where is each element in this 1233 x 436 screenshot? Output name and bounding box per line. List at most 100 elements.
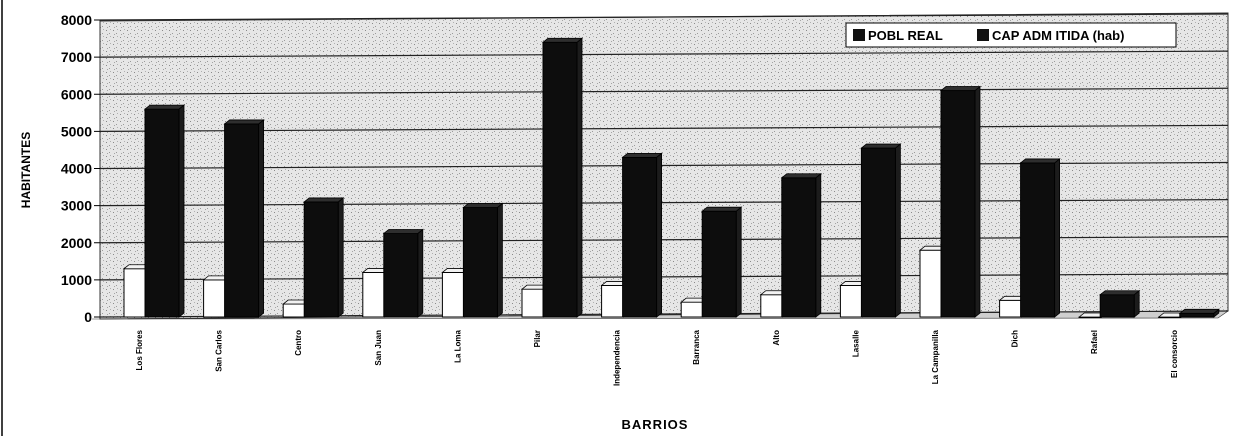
bar-top — [1178, 308, 1220, 314]
bar-side — [735, 206, 742, 318]
bar-side — [576, 37, 583, 318]
bar-front — [203, 279, 227, 318]
bar-top — [780, 173, 822, 179]
bar-front — [521, 288, 545, 318]
bar-front — [224, 123, 260, 318]
bar-front — [940, 90, 976, 318]
legend-box — [845, 22, 1177, 48]
bar-front — [1179, 312, 1215, 318]
bar-cap-admitida — [1019, 158, 1061, 318]
bar-top — [303, 197, 345, 203]
gridline — [99, 13, 1229, 21]
x-category-label: Los Flores — [135, 329, 144, 370]
x-category-label: Independencia — [613, 329, 622, 386]
bar-top — [382, 229, 424, 234]
bar-front — [860, 147, 896, 318]
bar-cap-admitida — [541, 37, 584, 318]
legend-label-pobl-real: POBL REAL — [868, 28, 943, 43]
bar-front — [919, 249, 943, 318]
bar-front — [760, 294, 784, 318]
bar-cap-admitida — [382, 228, 424, 318]
legend-swatch-pobl-real — [853, 29, 865, 41]
gridline — [99, 87, 1229, 95]
bar-side — [178, 104, 185, 318]
bar-front — [1020, 162, 1056, 318]
bar-cap-admitida — [621, 152, 663, 318]
bar-cap-admitida — [143, 104, 186, 318]
y-tick-label: 5000 — [61, 123, 92, 139]
bar-top — [621, 152, 663, 158]
y-tick-label: 4000 — [61, 161, 92, 177]
bar-front — [144, 108, 180, 318]
bar-cap-admitida — [780, 172, 822, 318]
bar-front — [839, 284, 863, 318]
bar-side — [496, 202, 503, 318]
y-tick-label: 2000 — [61, 235, 92, 251]
y-tick-label: 3000 — [61, 198, 92, 214]
bar-top — [462, 203, 504, 208]
bar-front — [781, 177, 817, 318]
bar-top — [860, 143, 902, 149]
x-category-label: Alto — [772, 330, 781, 346]
x-category-label: Rafael — [1090, 330, 1099, 354]
legend-label-cap-admitida: CAP ADM ITIDA (hab) — [992, 28, 1124, 43]
x-category-label: Lasalle — [851, 329, 860, 357]
gridlines — [99, 13, 1229, 318]
x-category-label: Pilar — [533, 330, 542, 347]
legend: POBL REAL CAP ADM ITIDA (hab) — [845, 22, 1177, 48]
bar-side — [656, 152, 662, 318]
x-category-label: La Loma — [453, 329, 462, 362]
bar-front — [303, 201, 339, 318]
bar-cap-admitida — [462, 202, 504, 318]
bars — [122, 37, 1220, 318]
bar-top — [541, 37, 584, 43]
bar-cap-admitida — [860, 143, 902, 318]
gridline — [99, 124, 1229, 132]
bar-cap-admitida — [1099, 289, 1141, 318]
bar-top — [1099, 290, 1141, 296]
bar-front — [680, 301, 704, 318]
bar-front — [123, 268, 147, 318]
bar-side — [1133, 289, 1140, 318]
bar-top — [701, 206, 743, 212]
bar-pobl-real — [1078, 312, 1108, 318]
x-category-label: La Campanilla — [931, 329, 940, 384]
x-axis-category-labels: Los Flores San Carlos Centro San Juan La Lom… — [135, 329, 1179, 386]
bar-front — [1099, 294, 1135, 318]
x-category-label: El consorcio — [1170, 330, 1179, 378]
y-tick-label: 0 — [84, 309, 92, 325]
y-tick-label: 6000 — [61, 86, 92, 102]
bar-top — [939, 86, 982, 91]
bar-front — [383, 232, 419, 318]
bar-front — [701, 210, 737, 318]
bar-side — [815, 172, 822, 318]
bar-side — [337, 197, 344, 318]
bar-front — [362, 271, 386, 318]
bar-side — [974, 85, 981, 318]
bar-top — [1019, 158, 1061, 164]
bar-front — [999, 299, 1023, 318]
gridline — [99, 50, 1229, 58]
y-tick-label: 7000 — [61, 49, 92, 65]
bar-side — [417, 228, 424, 318]
bar-cap-admitida — [1178, 308, 1220, 318]
bar-front — [601, 284, 625, 318]
legend-swatch-cap-admitida — [977, 29, 989, 41]
x-category-label: Barranca — [692, 329, 701, 364]
bar-top — [223, 119, 265, 125]
bar-front — [542, 41, 578, 318]
x-category-label: San Juan — [374, 330, 383, 366]
x-category-label: San Carlos — [215, 329, 224, 371]
x-axis-label: BARRIOS — [622, 417, 689, 432]
x-category-label: Dich — [1011, 330, 1020, 347]
y-axis-ticks: 0 1000 2000 3000 4000 5000 6000 7000 8000 — [61, 12, 100, 325]
bar-front — [462, 206, 498, 318]
bar-cap-admitida — [939, 85, 982, 318]
bar-side — [1054, 158, 1060, 318]
x-category-label: Centro — [294, 330, 303, 356]
bar-cap-admitida — [303, 197, 345, 318]
bar-front — [282, 303, 306, 318]
bar-front — [622, 156, 658, 318]
bar-cap-admitida — [701, 206, 743, 318]
